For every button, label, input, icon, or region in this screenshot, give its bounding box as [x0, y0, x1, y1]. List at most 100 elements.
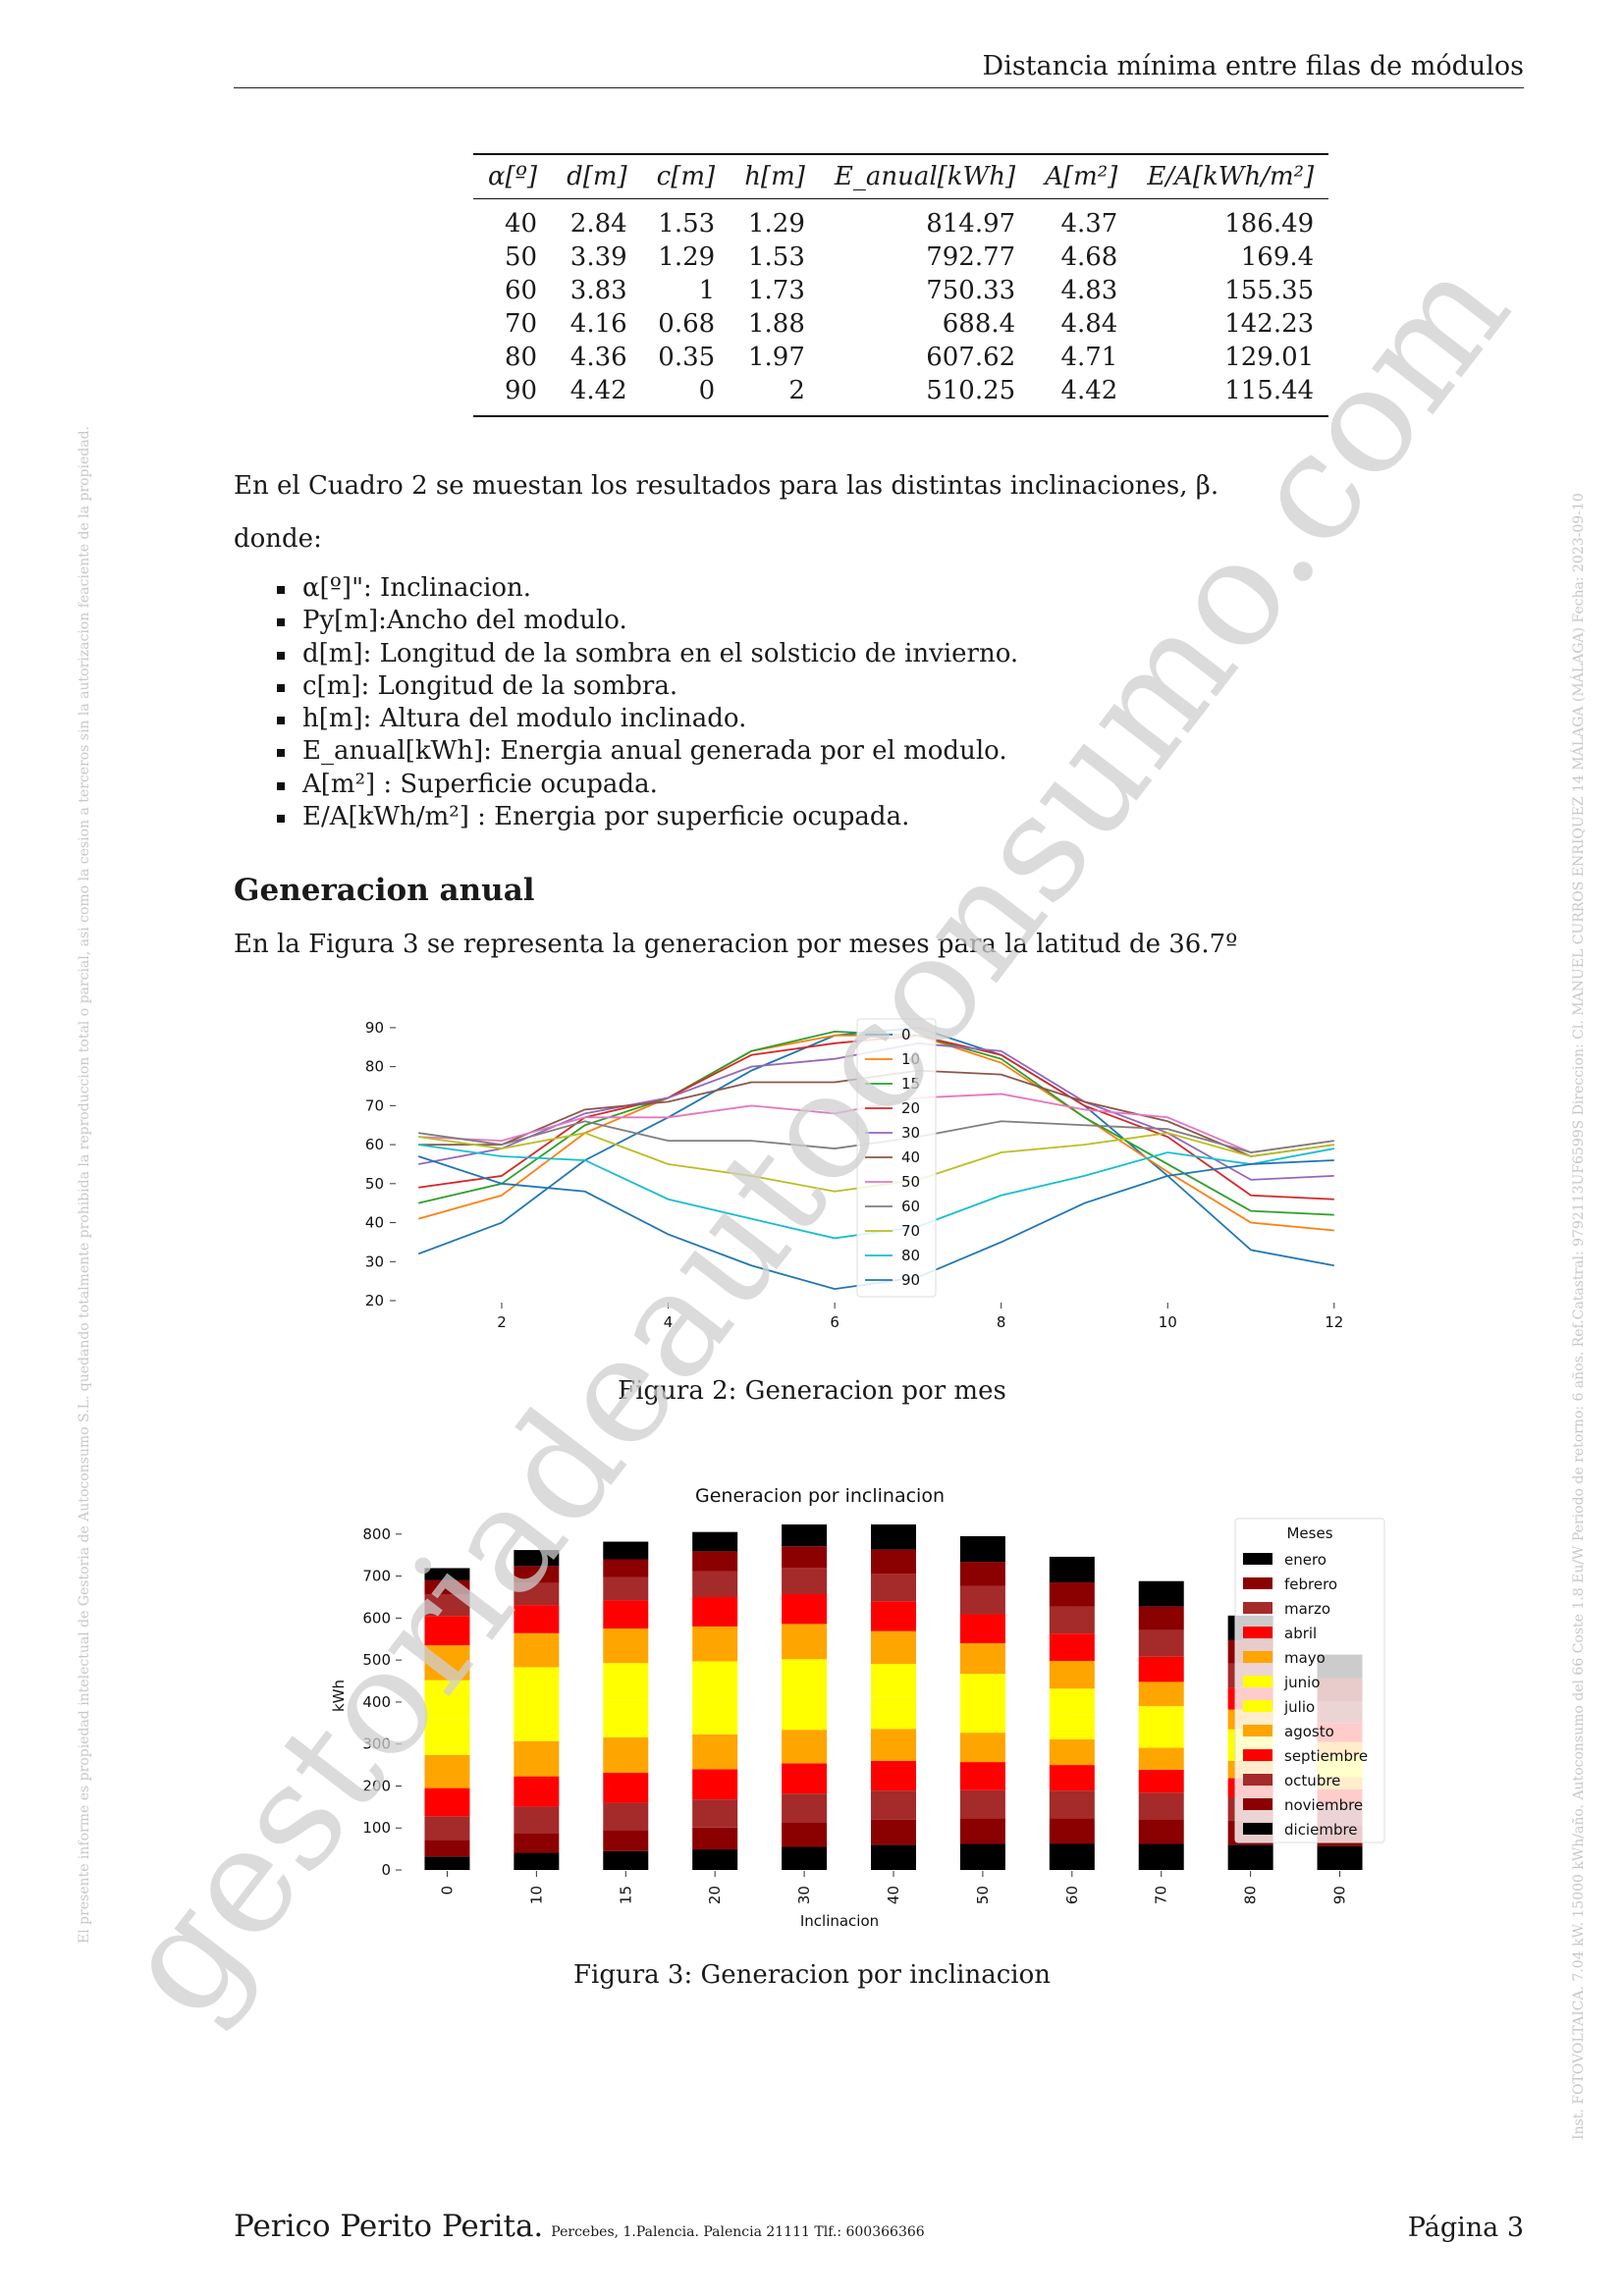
bar-segment — [603, 1772, 649, 1803]
bar-segment — [424, 1816, 470, 1841]
definition-item: E/A[kWh/m²] : Energia por superficie ocu… — [277, 801, 1018, 833]
table-cell: 115.44 — [1224, 376, 1315, 405]
table-cell: 1.53 — [747, 242, 805, 272]
y-tick-label: 200 — [362, 1777, 391, 1794]
legend-label: diciembre — [1284, 1821, 1358, 1839]
bar-segment — [959, 1643, 1005, 1675]
legend-label: 15 — [901, 1075, 920, 1093]
table-row: 70 4.16 0.68 1.88 688.4 4.84 142.23 — [473, 307, 1328, 341]
table-cell: 4.68 — [1060, 242, 1118, 272]
x-tick-label: 50 — [974, 1886, 992, 1904]
bar-segment — [782, 1659, 828, 1696]
bar-segment — [871, 1601, 916, 1631]
bar-segment — [603, 1576, 649, 1601]
bar-segment — [424, 1568, 470, 1580]
table-cell: 0.68 — [658, 309, 716, 339]
table-body: 40 2.84 1.53 1.29 814.97 4.37 186.49 50 3.39 1.29… — [473, 199, 1329, 416]
bar-segment — [1227, 1844, 1273, 1870]
bar-segment — [1049, 1818, 1095, 1844]
legend-label: octubre — [1284, 1772, 1340, 1789]
y-tick-label: 90 — [365, 1019, 384, 1037]
bar-segment — [603, 1600, 649, 1629]
bar-segment — [1138, 1606, 1184, 1630]
bar-segment — [871, 1574, 916, 1602]
table-header-cell: A[m²] — [1045, 162, 1118, 191]
bar-segment — [1317, 1845, 1363, 1870]
bar-segment — [959, 1562, 1005, 1586]
table-header-cell: α[º] — [488, 162, 538, 191]
bar-segment — [1049, 1633, 1095, 1661]
table-row: 80 4.36 0.35 1.97 607.62 4.71 129.01 — [473, 341, 1328, 374]
x-tick-label: 12 — [1325, 1313, 1343, 1331]
y-tick-label: 600 — [362, 1609, 391, 1627]
x-tick-label: 4 — [664, 1313, 674, 1331]
bar-segment — [871, 1819, 916, 1845]
bar-segment — [1138, 1656, 1184, 1682]
bar-segment — [692, 1799, 738, 1828]
legend-swatch — [1243, 1823, 1272, 1835]
bar-segment — [692, 1698, 738, 1735]
definition-item: h[m]: Altura del modulo inclinado. — [277, 703, 1018, 735]
table-cell: 2 — [788, 376, 805, 405]
bar-segment — [959, 1535, 1005, 1563]
bar-segment — [1138, 1682, 1184, 1707]
bar-segment — [692, 1661, 738, 1699]
bar-segment — [692, 1626, 738, 1662]
bar-segment — [782, 1763, 828, 1794]
bar-segment — [959, 1704, 1005, 1734]
y-tick-label: 20 — [365, 1292, 384, 1309]
legend-label: junio — [1283, 1674, 1321, 1691]
bar-segment — [603, 1559, 649, 1577]
legend-label: 0 — [901, 1026, 911, 1043]
table-header-cell: E/A[kWh/m²] — [1147, 162, 1315, 191]
table-row: 60 3.83 1 1.73 750.33 4.83 155.35 — [473, 274, 1328, 307]
bar-segment — [959, 1674, 1005, 1705]
section-title: Generacion anual — [234, 873, 535, 908]
table-cell: 129.01 — [1224, 343, 1315, 372]
x-axis-label: Inclinacion — [800, 1912, 879, 1930]
x-tick-label: 15 — [617, 1886, 634, 1904]
bar-segment — [1049, 1738, 1095, 1766]
bar-segment — [959, 1733, 1005, 1763]
bar-segment — [871, 1549, 916, 1575]
bar-segment — [1138, 1819, 1184, 1844]
definitions-list: α[º]": Inclinacion. Py[m]:Ancho del modul… — [277, 572, 1018, 833]
legend-label: septiembre — [1284, 1747, 1368, 1765]
bar-segment — [1138, 1792, 1184, 1820]
table-cell: 3.39 — [569, 242, 627, 272]
legend-swatch — [1243, 1725, 1272, 1736]
x-tick-label: 40 — [885, 1886, 902, 1904]
bar-segment — [514, 1605, 560, 1633]
figure-3-caption: Figura 3: Generacion por inclinacion — [572, 1960, 1052, 1990]
x-tick-label: 90 — [1331, 1886, 1349, 1904]
table-cell: 155.35 — [1224, 276, 1315, 305]
table-cell: 80 — [504, 343, 538, 372]
legend-label: 10 — [901, 1050, 920, 1068]
bar-segment — [782, 1793, 828, 1823]
bar-segment — [514, 1852, 560, 1870]
table-header-cell: E_anual[kWh] — [834, 162, 1016, 191]
table-cell: 4.71 — [1060, 343, 1118, 372]
y-tick-label: 70 — [365, 1096, 384, 1114]
bar-segment — [1138, 1728, 1184, 1748]
legend-label: 70 — [901, 1222, 920, 1240]
y-tick-label: 700 — [362, 1568, 391, 1585]
definition-item: d[m]: Longitud de la sombra en el solsti… — [277, 638, 1018, 670]
table-cell: 4.37 — [1060, 209, 1118, 239]
table-cell: 60 — [504, 276, 538, 305]
bar-segment — [514, 1582, 560, 1606]
bar-segment — [871, 1630, 916, 1664]
running-header: Distancia mínima entre filas de módulos — [982, 51, 1524, 81]
bar-segment — [1049, 1688, 1095, 1715]
bar-segment — [1138, 1747, 1184, 1770]
bar-segment — [603, 1736, 649, 1773]
bar-segment — [424, 1616, 470, 1646]
legend-label: 60 — [901, 1198, 920, 1215]
table-cell: 814.97 — [926, 209, 1016, 239]
header-rule — [234, 87, 1524, 88]
bar-segment — [1138, 1769, 1184, 1793]
legend-box — [856, 1018, 937, 1298]
bar-segment — [603, 1629, 649, 1664]
table-row: 50 3.39 1.29 1.53 792.77 4.68 169.4 — [473, 240, 1328, 274]
side-note-right: Inst. FOTOVOLTAICA. 7.04 kW. 15000 kWh/a… — [1571, 493, 1587, 2140]
